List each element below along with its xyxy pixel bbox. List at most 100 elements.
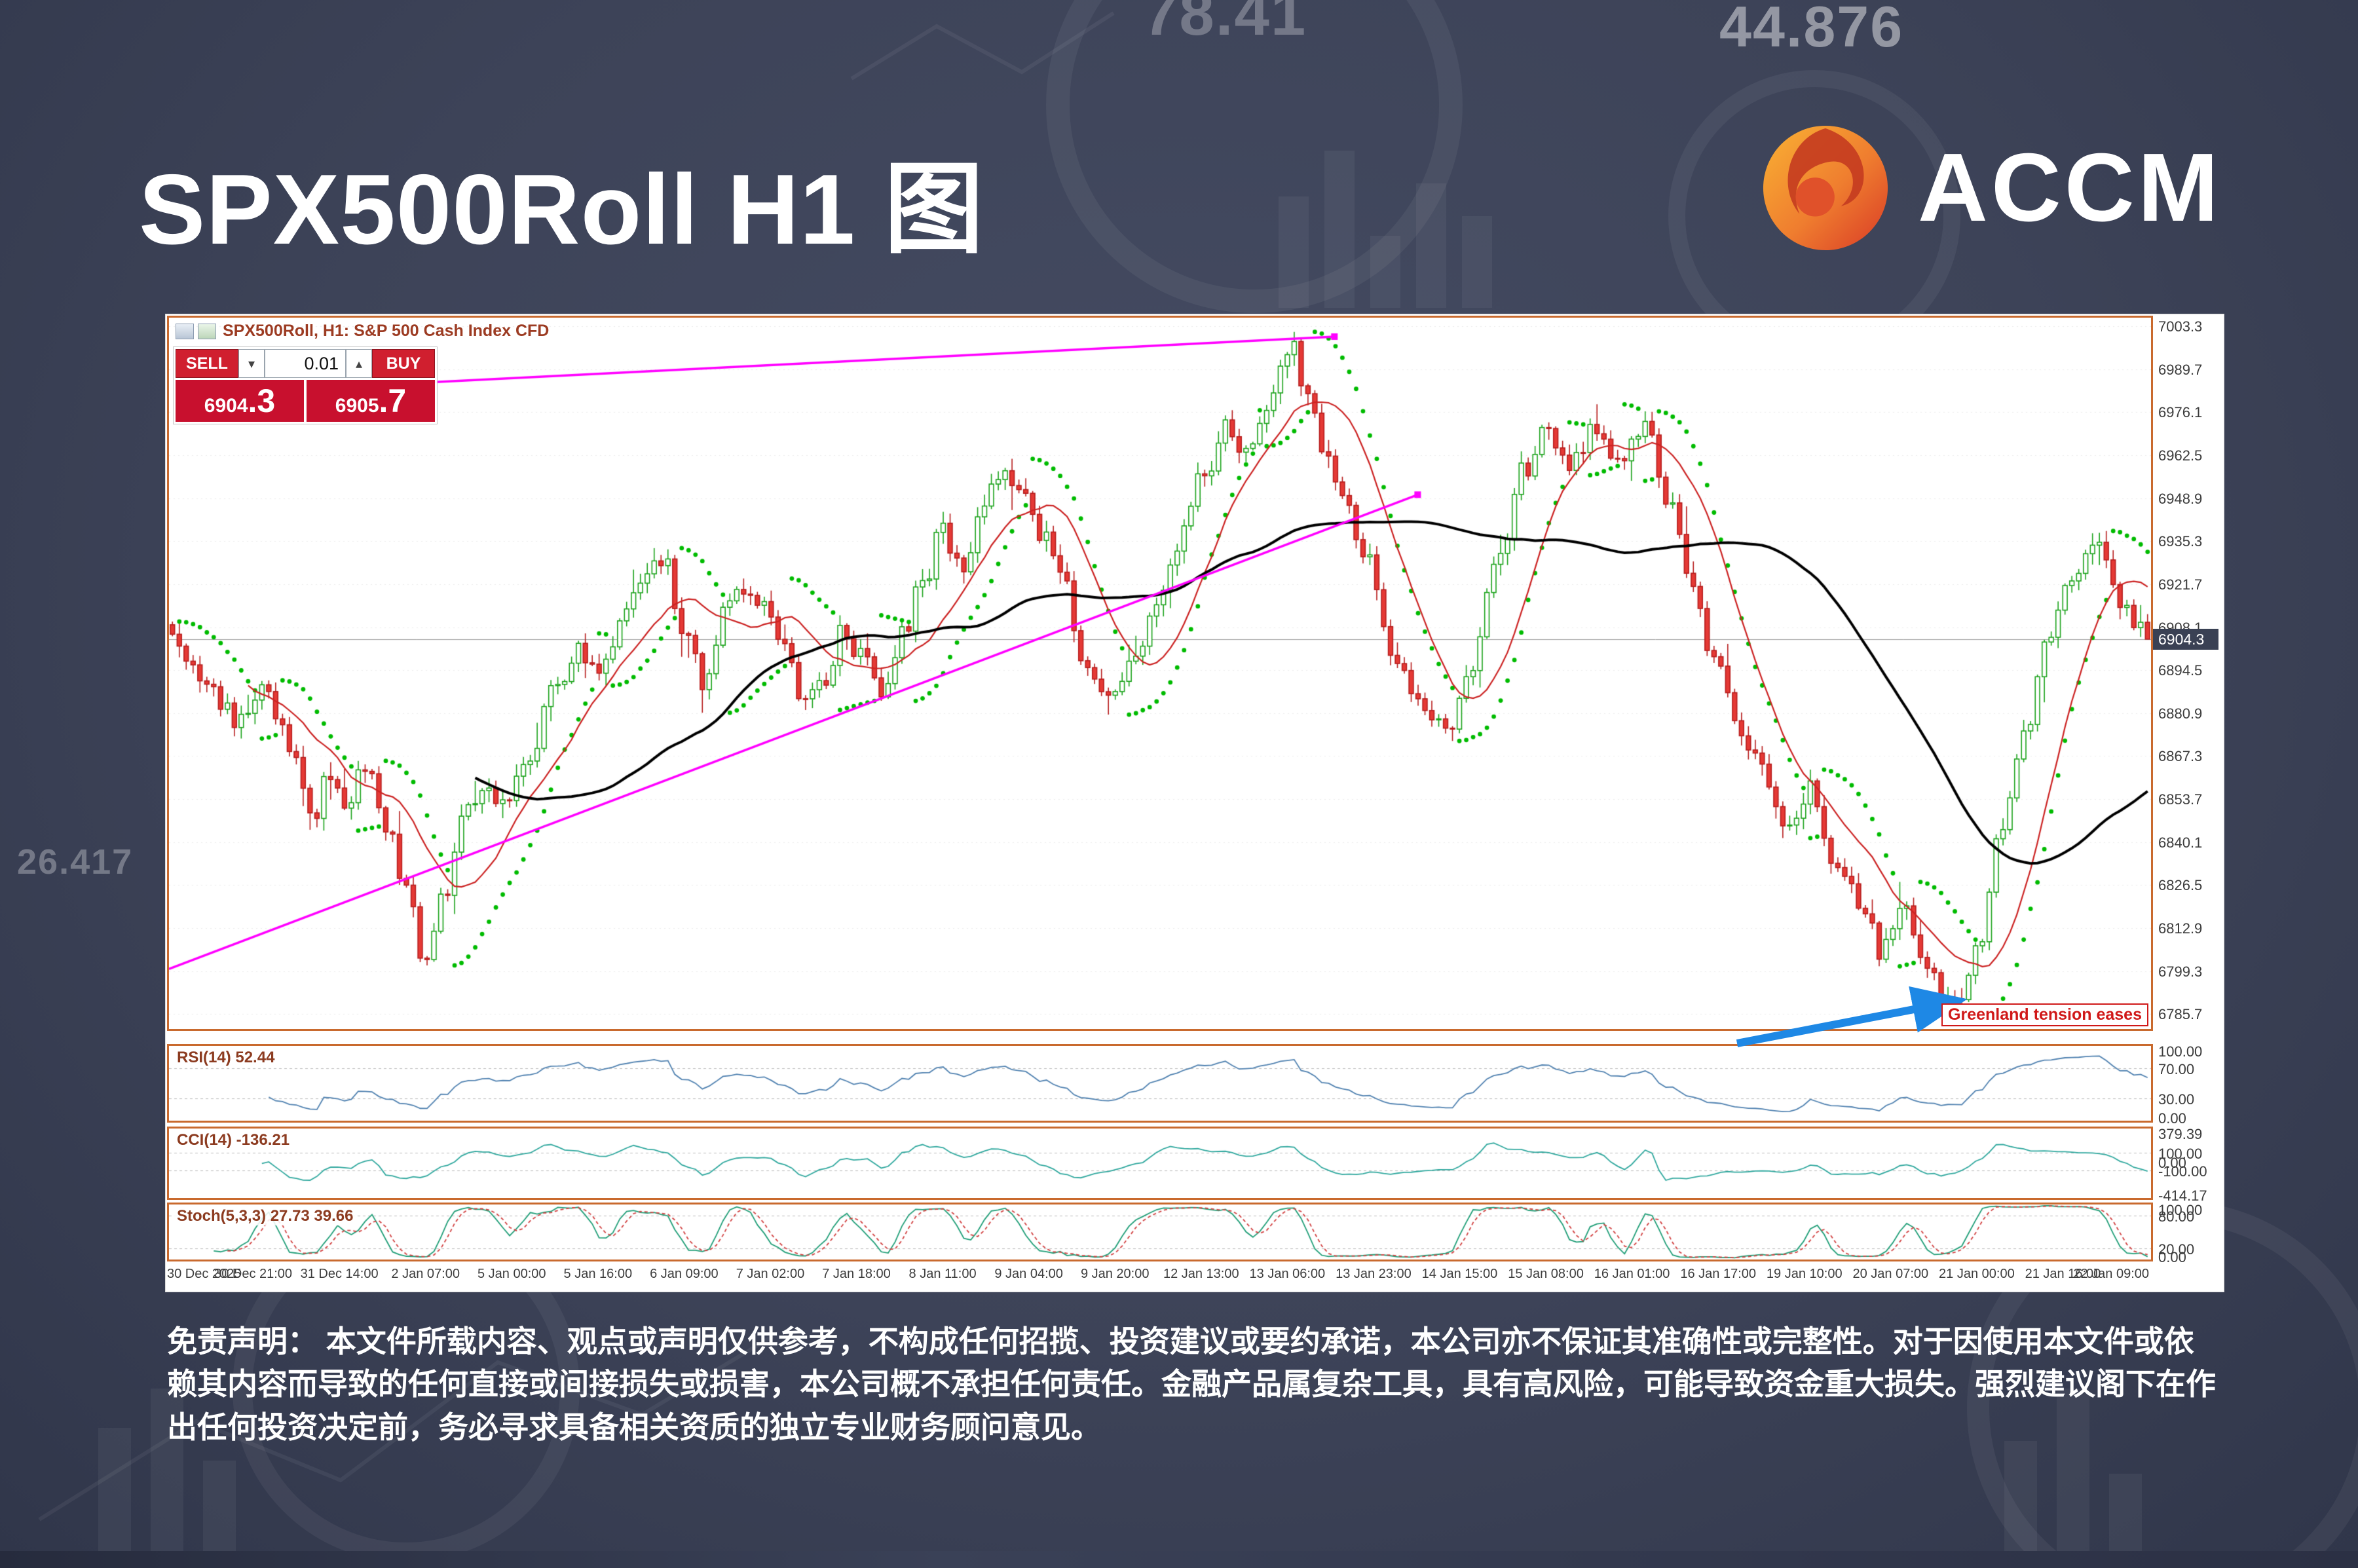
price-axis-label: 6826.5 [2158, 877, 2203, 894]
bid-price-box[interactable]: 6904.3 [176, 380, 304, 422]
volume-dropdown[interactable]: ▾ [238, 349, 265, 378]
price-axis-label: 6989.7 [2158, 361, 2203, 378]
price-axis-label: 6853.7 [2158, 791, 2203, 808]
ask-main-digits: 6905 [335, 395, 379, 417]
price-chart-frame: SPX500Roll, H1: S&P 500 Cash Index CFD S… [167, 316, 2153, 1047]
time-axis-label: 30 Dec 2025 [167, 1267, 242, 1281]
indicator-axis-label: 100.00 [2158, 1043, 2203, 1060]
time-axis-label: 5 Jan 16:00 [563, 1267, 633, 1281]
cci-canvas[interactable] [169, 1129, 2151, 1198]
price-axis-label: 6812.9 [2158, 920, 2203, 937]
price-axis-label: 6948.9 [2158, 490, 2203, 507]
price-axis-label: 6799.3 [2158, 963, 2203, 980]
cci-label: CCI(14) -136.21 [174, 1131, 293, 1149]
trading-terminal: SPX500Roll, H1: S&P 500 Cash Index CFD S… [166, 314, 2224, 1292]
accm-logo: ACCM [1761, 123, 2222, 253]
time-axis-label: 5 Jan 00:00 [477, 1267, 546, 1281]
price-axis-label: 7003.3 [2158, 318, 2203, 335]
ask-price-box[interactable]: 6905.7 [307, 380, 435, 422]
time-axis-label: 13 Jan 23:00 [1336, 1267, 1412, 1281]
indicator-axis-label: 80.00 [2158, 1208, 2195, 1225]
volume-stepper-up[interactable]: ▴ [346, 349, 372, 378]
accm-logo-swirl-icon [1763, 125, 1888, 251]
indicator-axis-label: 100.00 [2158, 1146, 2203, 1163]
time-axis-label: 31 Dec 14:00 [300, 1267, 379, 1281]
time-axis-label: 16 Jan 01:00 [1594, 1267, 1670, 1281]
watermark-number: 26.417 [17, 842, 134, 882]
time-axis-label: 7 Jan 02:00 [736, 1267, 805, 1281]
indicators-icon [198, 323, 216, 339]
sell-button[interactable]: SELL [176, 349, 238, 378]
page-title: SPX500Roll H1 图 [139, 154, 984, 265]
current-price-tag: 6904.3 [2153, 628, 2218, 650]
indicator-axis-label: 0.00 [2158, 1110, 2186, 1127]
time-axis-label: 14 Jan 15:00 [1421, 1267, 1498, 1281]
price-axis-label: 6921.7 [2158, 576, 2203, 593]
stochastic-panel: Stoch(5,3,3) 27.73 39.66 [167, 1203, 2153, 1261]
indicator-axis-label: 0.00 [2158, 1154, 2186, 1171]
time-axis-label: 8 Jan 11:00 [908, 1267, 977, 1281]
price-axis-label: 6962.5 [2158, 447, 2203, 464]
time-axis-label: 30 Dec 21:00 [214, 1267, 293, 1281]
time-axis-label: 15 Jan 08:00 [1508, 1267, 1584, 1281]
stochastic-label: Stoch(5,3,3) 27.73 39.66 [174, 1207, 356, 1225]
chart-header: SPX500Roll, H1: S&P 500 Cash Index CFD [176, 322, 549, 341]
rsi-label: RSI(14) 52.44 [174, 1049, 278, 1067]
rsi-panel: RSI(14) 52.44 [167, 1044, 2153, 1123]
time-axis-label: 9 Jan 04:00 [994, 1267, 1063, 1281]
bid-pip-digit: .3 [248, 383, 276, 419]
indicator-axis-label: 100.00 [2158, 1202, 2203, 1218]
indicator-axis-label: 20.00 [2158, 1241, 2195, 1258]
price-axis-label: 6894.5 [2158, 662, 2203, 679]
time-axis-label: 12 Jan 13:00 [1163, 1267, 1239, 1281]
indicator-axis-label: 30.00 [2158, 1091, 2195, 1108]
annotation-label: Greenland tension eases [1941, 1003, 2148, 1026]
cci-panel: CCI(14) -136.21 [167, 1127, 2153, 1200]
chevron-up-icon: ▴ [355, 356, 363, 371]
time-axis-label: 16 Jan 17:00 [1680, 1267, 1756, 1281]
time-axis-label: 9 Jan 20:00 [1080, 1267, 1150, 1281]
brand-name: ACCM [1918, 134, 2222, 242]
indicator-axis-label: 0.00 [2158, 1249, 2186, 1265]
indicator-axis-label: 70.00 [2158, 1061, 2195, 1078]
chevron-down-icon: ▾ [248, 356, 255, 371]
time-axis-label: 21 Jan 00:00 [1939, 1267, 2015, 1281]
watermark-number: 44.876 [1719, 0, 1904, 59]
footer-band [0, 1551, 2358, 1568]
volume-input[interactable]: 0.01 [265, 349, 346, 378]
cci-axis: 379.39 100.00 0.00 -100.00 -414.17 [2156, 1126, 2222, 1204]
time-axis-label: 6 Jan 09:00 [650, 1267, 719, 1281]
time-axis-label: 22 Jan 09:00 [2073, 1267, 2149, 1281]
chart-window-icon [176, 323, 194, 339]
rsi-canvas[interactable] [169, 1046, 2151, 1121]
time-axis-label: 21 Jan 16:00 [2025, 1267, 2101, 1281]
time-axis: 30 Dec 2025 30 Dec 21:00 31 Dec 14:00 2 Jan… [167, 1264, 2153, 1286]
stochastic-canvas[interactable] [169, 1204, 2151, 1260]
time-axis-label: 19 Jan 10:00 [1766, 1267, 1843, 1281]
ask-pip-digit: .7 [379, 383, 407, 419]
bid-main-digits: 6904 [204, 395, 248, 417]
trade-widget-top-row: SELL ▾ 0.01 ▴ BUY [176, 349, 435, 378]
watermark-number: 78.41 [1143, 0, 1307, 48]
buy-button[interactable]: BUY [372, 349, 435, 378]
rsi-axis: 100.00 70.00 30.00 0.00 [2156, 1043, 2222, 1127]
time-axis-label: 13 Jan 06:00 [1249, 1267, 1326, 1281]
disclaimer-text: 免责声明： 本文件所载内容、观点或声明仅供参考，不构成任何招揽、投资建议或要约承… [167, 1324, 2216, 1444]
price-axis-label: 6840.1 [2158, 834, 2203, 851]
price-axis-label: 6867.3 [2158, 748, 2203, 765]
one-click-trading-widget: SELL ▾ 0.01 ▴ BUY 6904.3 6905.7 [173, 346, 438, 424]
price-axis: 7003.3 6989.7 6976.1 6962.5 6948.9 6935.3 6921… [2156, 318, 2222, 1029]
price-axis-label: 6935.3 [2158, 533, 2203, 550]
stochastic-axis: 100.00 80.00 20.00 0.00 [2156, 1202, 2222, 1265]
price-axis-label: 6880.9 [2158, 705, 2203, 722]
indicator-axis-label: 379.39 [2158, 1126, 2203, 1142]
price-axis-label: 6785.7 [2158, 1006, 2203, 1023]
chart-symbol-title: SPX500Roll, H1: S&P 500 Cash Index CFD [223, 322, 550, 340]
price-axis-label: 6976.1 [2158, 404, 2203, 421]
indicator-axis-label: -100.00 [2158, 1163, 2207, 1180]
trade-widget-price-row: 6904.3 6905.7 [176, 380, 435, 422]
accm-logo-mark [1761, 123, 1890, 253]
price-chart-canvas[interactable] [169, 318, 2151, 1029]
time-axis-label: 2 Jan 07:00 [391, 1267, 460, 1281]
